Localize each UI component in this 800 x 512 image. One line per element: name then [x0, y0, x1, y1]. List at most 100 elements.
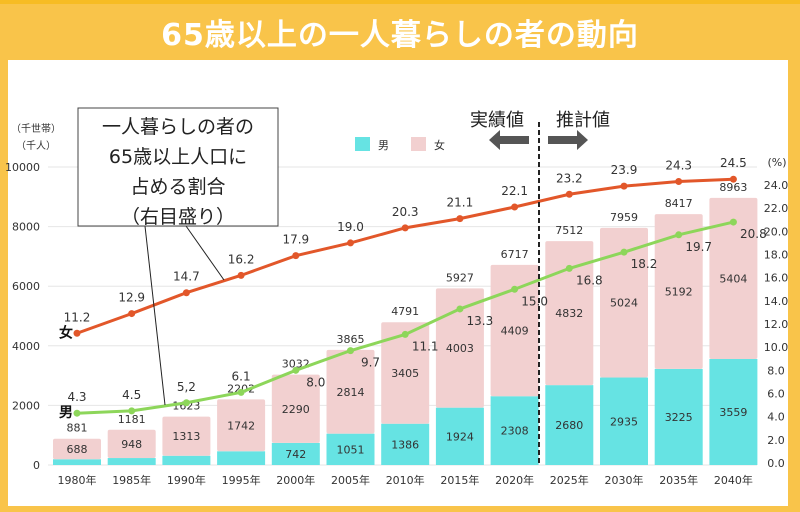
x-axis-tick: 2005年 — [331, 473, 370, 487]
x-axis-tick: 2040年 — [714, 473, 753, 487]
line-value-label: 22.1 — [501, 184, 528, 198]
right-axis-tick: 8.0 — [767, 364, 785, 377]
bar-female — [107, 429, 156, 459]
bar-male-label: 3559 — [719, 406, 747, 419]
bar-male-label: 2680 — [555, 419, 583, 432]
bar-female-label: 2814 — [337, 386, 365, 399]
legend-label-male: 男 — [378, 139, 389, 152]
line-point — [620, 248, 628, 256]
bar-female — [381, 322, 430, 424]
line-point — [401, 224, 409, 232]
bar-male — [600, 377, 648, 465]
bar-female-label: 5024 — [610, 297, 638, 310]
right-axis-tick: 16.0 — [764, 272, 789, 285]
page-title: 65歳以上の一人暮らしの者の動向 — [161, 18, 639, 53]
bar-male — [217, 451, 266, 465]
line-value-label: 14.7 — [173, 270, 200, 284]
bar-female-label: 4409 — [501, 325, 529, 338]
left-axis-tick: 2000 — [12, 399, 40, 412]
line-value-label: 4.3 — [67, 390, 86, 404]
x-axis-tick: 2020年 — [495, 473, 534, 487]
line-point — [511, 203, 519, 211]
title-banner: 65歳以上の一人暮らしの者の動向 — [0, 0, 800, 60]
bar-female — [709, 197, 758, 359]
line-point — [729, 175, 737, 183]
x-axis-tick: 1980年 — [58, 473, 97, 487]
bar-female-label: 688 — [67, 443, 88, 456]
bar-total-label: 8963 — [719, 181, 747, 194]
bar-male-label: 1051 — [337, 443, 365, 456]
annotation-text: 65歳以上人口に — [109, 146, 247, 168]
line-point — [292, 366, 300, 374]
bar-male-label: 2308 — [501, 425, 529, 438]
x-axis-tick: 2010年 — [386, 473, 425, 487]
left-axis-tick: 10000 — [5, 161, 40, 174]
line-value-label: 11.2 — [64, 310, 91, 324]
left-axis-tick: 6000 — [12, 280, 40, 293]
line-value-label: 24.5 — [720, 156, 747, 170]
line-value-label: 17.9 — [282, 233, 309, 247]
left-axis-tick: 0 — [33, 459, 40, 472]
bar-male — [435, 407, 484, 465]
line-value-label: 24.3 — [665, 159, 692, 173]
bar-male — [381, 423, 430, 465]
line-point — [128, 407, 136, 415]
bar-total-label: 8417 — [665, 197, 693, 210]
line-value-label: 9.7 — [361, 356, 380, 370]
right-axis-tick: 10.0 — [764, 341, 789, 354]
bar-female-label: 1313 — [172, 430, 200, 443]
bar-male — [326, 433, 375, 465]
right-axis-tick: 6.0 — [767, 388, 785, 401]
line-value-label: 13.3 — [467, 314, 494, 328]
line-value-label: 15.0 — [521, 294, 548, 308]
line-point — [237, 271, 245, 279]
bar-female — [600, 227, 648, 378]
annotation-leader-female — [185, 225, 225, 281]
line-point — [456, 305, 464, 313]
bar-male — [654, 368, 703, 465]
bar-total-label: 7959 — [610, 211, 638, 224]
line-point — [565, 190, 573, 198]
bar-female-label: 4832 — [555, 307, 583, 320]
bar-male — [490, 396, 539, 465]
x-axis-tick: 2025年 — [550, 473, 589, 487]
x-axis-tick: 2030年 — [605, 473, 644, 487]
x-axis-tick: 2015年 — [440, 473, 479, 487]
annotation-text: 一人暮らしの者の — [102, 116, 254, 138]
right-arrow-icon — [548, 130, 588, 150]
left-arrow-icon — [489, 130, 529, 150]
line-value-label: 4.5 — [122, 388, 141, 402]
right-axis-tick: 14.0 — [764, 295, 789, 308]
x-axis-tick: 1985年 — [112, 473, 151, 487]
right-axis-tick: 12.0 — [764, 318, 789, 331]
bar-female — [435, 288, 484, 408]
bar-male — [162, 455, 211, 465]
bar-female-label: 5404 — [719, 272, 747, 285]
legend-label-female: 女 — [434, 138, 445, 152]
bar-female-label: 4003 — [446, 342, 474, 355]
x-axis-tick: 1990年 — [167, 473, 206, 487]
bar-total-label: 881 — [67, 422, 88, 435]
line-value-label: 12.9 — [118, 291, 145, 305]
bar-male-label: 1386 — [391, 438, 419, 451]
line-value-label: 16.8 — [576, 273, 603, 287]
line-point — [347, 347, 354, 355]
line-point — [73, 329, 81, 337]
line-value-label: 18.2 — [631, 257, 658, 271]
bar-total-label: 6717 — [501, 248, 529, 261]
line-point — [347, 239, 354, 247]
legend-swatch-female — [411, 137, 426, 151]
line-value-label: 20.3 — [392, 205, 419, 219]
bar-male — [107, 458, 156, 465]
bar-female-label: 1742 — [227, 419, 255, 432]
right-axis-tick: 4.0 — [767, 411, 785, 424]
annotation-text: 占める割合 — [130, 176, 225, 198]
line-point — [675, 178, 683, 186]
x-axis-tick: 2000年 — [276, 473, 315, 487]
line-value-label: 8.0 — [306, 375, 325, 389]
bar-female-label: 2290 — [282, 403, 310, 416]
forecast-label: 推計値 — [556, 110, 610, 131]
annotation-leader-male — [144, 225, 166, 406]
right-axis-tick: 18.0 — [764, 249, 789, 262]
x-axis-tick: 2035年 — [659, 473, 698, 487]
